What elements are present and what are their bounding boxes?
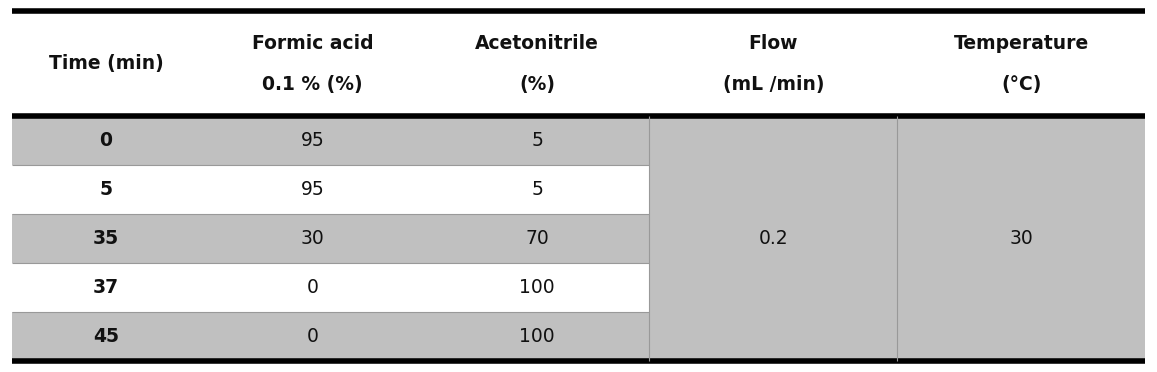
Text: 0: 0 [307,278,318,297]
Text: 0.1 % (%): 0.1 % (%) [263,74,363,94]
Text: 30: 30 [301,229,325,248]
Bar [898,214,1145,263]
Bar [649,214,898,263]
Bar [425,165,649,214]
Text: 35: 35 [93,229,119,248]
Bar [898,312,1145,361]
Bar [898,165,1145,214]
Bar [12,116,200,165]
Bar [649,263,898,312]
Text: 30: 30 [1010,229,1033,248]
Bar [200,165,425,214]
Text: 5: 5 [531,180,543,199]
Bar [425,263,649,312]
Text: (mL /min): (mL /min) [723,74,824,94]
Text: Time (min): Time (min) [49,54,163,73]
Bar [898,263,1145,312]
Text: (°C): (°C) [1001,74,1041,94]
Text: 37: 37 [93,278,119,297]
Bar [12,263,200,312]
Text: 0: 0 [307,327,318,346]
Bar [200,312,425,361]
Bar [649,312,898,361]
Bar [425,214,649,263]
Bar [649,116,898,165]
Bar [200,116,425,165]
Bar [12,312,200,361]
Bar [898,116,1145,165]
Text: 0.2: 0.2 [759,229,788,248]
Text: 70: 70 [525,229,550,248]
Text: 5: 5 [100,180,112,199]
Text: Temperature: Temperature [953,33,1089,53]
Text: 5: 5 [531,131,543,150]
Text: 100: 100 [519,278,555,297]
Text: 95: 95 [301,180,325,199]
Bar [12,165,200,214]
Text: 100: 100 [519,327,555,346]
Bar [200,214,425,263]
Bar [425,312,649,361]
Bar [200,263,425,312]
Bar [12,11,1145,116]
Text: Flow: Flow [749,33,798,53]
Bar [649,165,898,214]
Text: 95: 95 [301,131,325,150]
Text: 0: 0 [100,131,112,150]
Text: (%): (%) [519,74,555,94]
Text: 45: 45 [93,327,119,346]
Text: Acetonitrile: Acetonitrile [476,33,599,53]
Text: Formic acid: Formic acid [252,33,374,53]
Bar [425,116,649,165]
Bar [12,214,200,263]
